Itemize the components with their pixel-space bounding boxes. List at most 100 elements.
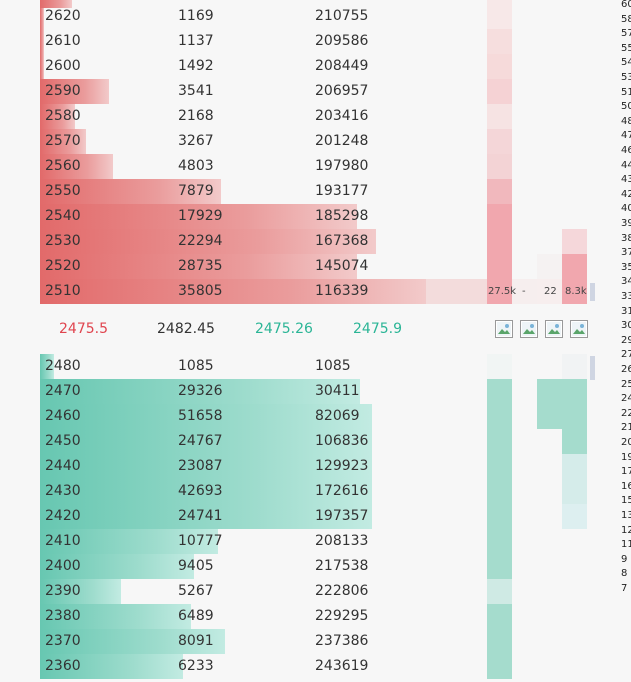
bid-row[interactable]: 2420 24741 197357 bbox=[40, 504, 486, 529]
ask-row[interactable]: 2580 2168 203416 bbox=[40, 104, 486, 129]
volume-label: 22 bbox=[544, 286, 557, 297]
heat-cell bbox=[487, 579, 512, 604]
bid-depth-bar bbox=[40, 454, 372, 479]
scale-label: 58 bbox=[621, 13, 631, 25]
bid-price: 2460 bbox=[45, 408, 81, 424]
bid-row[interactable]: 2390 5267 222806 bbox=[40, 579, 486, 604]
bid-size: 24741 bbox=[178, 508, 223, 524]
ask-size: 4803 bbox=[178, 158, 214, 174]
scale-label: 8 bbox=[621, 568, 628, 580]
scale-label: 13 bbox=[621, 510, 631, 521]
volume-label: 8.3k bbox=[565, 286, 587, 297]
scale-label: 22 bbox=[621, 407, 631, 419]
bid-row[interactable]: 2360 6233 243619 bbox=[40, 654, 486, 679]
heat-cell bbox=[487, 154, 512, 179]
ask-row[interactable]: 2530 22294 167368 bbox=[40, 229, 486, 254]
ask-depth-bar bbox=[40, 104, 75, 129]
bid-row[interactable]: 2480 1085 1085 bbox=[40, 354, 486, 379]
ask-row[interactable] bbox=[40, 0, 486, 8]
bid-row[interactable]: 2430 42693 172616 bbox=[40, 479, 486, 504]
scale-label: 51 bbox=[621, 86, 631, 98]
bid-price: 2470 bbox=[45, 383, 81, 399]
ask-price: 2520 bbox=[45, 258, 81, 274]
bid-row[interactable]: 2410 10777 208133 bbox=[40, 529, 486, 554]
bid-total: 1085 bbox=[315, 358, 351, 374]
heat-cell bbox=[562, 354, 587, 379]
bid-total: 243619 bbox=[315, 658, 369, 674]
ask-price: 2570 bbox=[45, 133, 81, 149]
ask-price: 2550 bbox=[45, 183, 81, 199]
bid-row[interactable]: 2440 23087 129923 bbox=[40, 454, 486, 479]
ask-row[interactable]: 2540 17929 185298 bbox=[40, 204, 486, 229]
ask-depth-bar bbox=[40, 204, 357, 229]
ask-depth-bar bbox=[40, 29, 44, 54]
ask-row[interactable]: 2550 7879 193177 bbox=[40, 179, 486, 204]
bid-row[interactable]: 2470 29326 30411 bbox=[40, 379, 486, 404]
bid-row[interactable]: 2460 51658 82069 bbox=[40, 404, 486, 429]
bid-depth-bar bbox=[40, 354, 54, 379]
ask-size: 1169 bbox=[178, 8, 214, 24]
ask-row[interactable]: 2520 28735 145074 bbox=[40, 254, 486, 279]
heat-cell bbox=[487, 654, 512, 679]
heat-cell bbox=[487, 229, 512, 254]
heat-cell bbox=[487, 179, 512, 204]
heat-cell bbox=[487, 529, 512, 554]
scale-label: 11 bbox=[621, 539, 631, 551]
bid-price: 2480 bbox=[45, 358, 81, 374]
scale-label: 35 bbox=[621, 261, 631, 273]
bid-total: 106836 bbox=[315, 433, 369, 449]
ask-row[interactable]: 2590 3541 206957 bbox=[40, 79, 486, 104]
bid-size: 9405 bbox=[178, 558, 214, 574]
scale-label: 34 bbox=[621, 276, 631, 288]
bid-total: 129923 bbox=[315, 458, 369, 474]
bid-row[interactable]: 2380 6489 229295 bbox=[40, 604, 486, 629]
ask-price: 2510 bbox=[45, 283, 81, 299]
bid-depth-bar bbox=[40, 479, 372, 504]
heat-cell bbox=[487, 629, 512, 654]
bid-total: 172616 bbox=[315, 483, 369, 499]
scale-label: 20 bbox=[621, 437, 631, 448]
heat-cell bbox=[426, 279, 487, 304]
scale-label: 26 bbox=[621, 364, 631, 375]
ask-row[interactable]: 2570 3267 201248 bbox=[40, 129, 486, 154]
bid-total: 229295 bbox=[315, 608, 369, 624]
bid-size: 10777 bbox=[178, 533, 223, 549]
bid-price: 2420 bbox=[45, 508, 81, 524]
ask-size: 28735 bbox=[178, 258, 223, 274]
ask-depth-bar bbox=[40, 54, 44, 79]
heat-cell bbox=[487, 254, 512, 279]
ask-total: 201248 bbox=[315, 133, 369, 149]
scale-label: 16 bbox=[621, 480, 631, 492]
broken-image-icon[interactable] bbox=[570, 320, 588, 338]
bid-price: 2370 bbox=[45, 633, 81, 649]
broken-image-icon[interactable] bbox=[520, 320, 538, 338]
mid-mark-price: 2475.9 bbox=[353, 321, 402, 337]
ask-depth-bar bbox=[40, 0, 72, 8]
mid-ask-price: 2475.5 bbox=[59, 321, 108, 337]
bid-total: 217538 bbox=[315, 558, 369, 574]
bid-row[interactable]: 2370 8091 237386 bbox=[40, 629, 486, 654]
heat-cell bbox=[487, 279, 512, 304]
ask-size: 2168 bbox=[178, 108, 214, 124]
ask-row[interactable]: 2620 1169 210755 bbox=[40, 4, 486, 29]
ask-row[interactable]: 2560 4803 197980 bbox=[40, 154, 486, 179]
bid-size: 23087 bbox=[178, 458, 223, 474]
heat-cell bbox=[487, 504, 512, 529]
ask-total: 185298 bbox=[315, 208, 369, 224]
ask-row[interactable]: 2600 1492 208449 bbox=[40, 54, 486, 79]
ask-row[interactable]: 2510 35805 116339 bbox=[40, 279, 486, 304]
heat-cell bbox=[562, 279, 587, 304]
broken-image-icon[interactable] bbox=[545, 320, 563, 338]
broken-image-icon[interactable] bbox=[495, 320, 513, 338]
scale-label: 53 bbox=[621, 72, 631, 83]
bid-row[interactable]: 2400 9405 217538 bbox=[40, 554, 486, 579]
scale-label: 17 bbox=[621, 466, 631, 478]
ask-row[interactable]: 2610 1137 209586 bbox=[40, 29, 486, 54]
scale-label: 46 bbox=[621, 145, 631, 156]
bid-total: 30411 bbox=[315, 383, 360, 399]
scale-label: 30 bbox=[621, 320, 631, 332]
bid-row[interactable]: 2450 24767 106836 bbox=[40, 429, 486, 454]
bid-total: 82069 bbox=[315, 408, 360, 424]
heat-cell bbox=[487, 129, 512, 154]
scale-label: 54 bbox=[621, 57, 631, 69]
